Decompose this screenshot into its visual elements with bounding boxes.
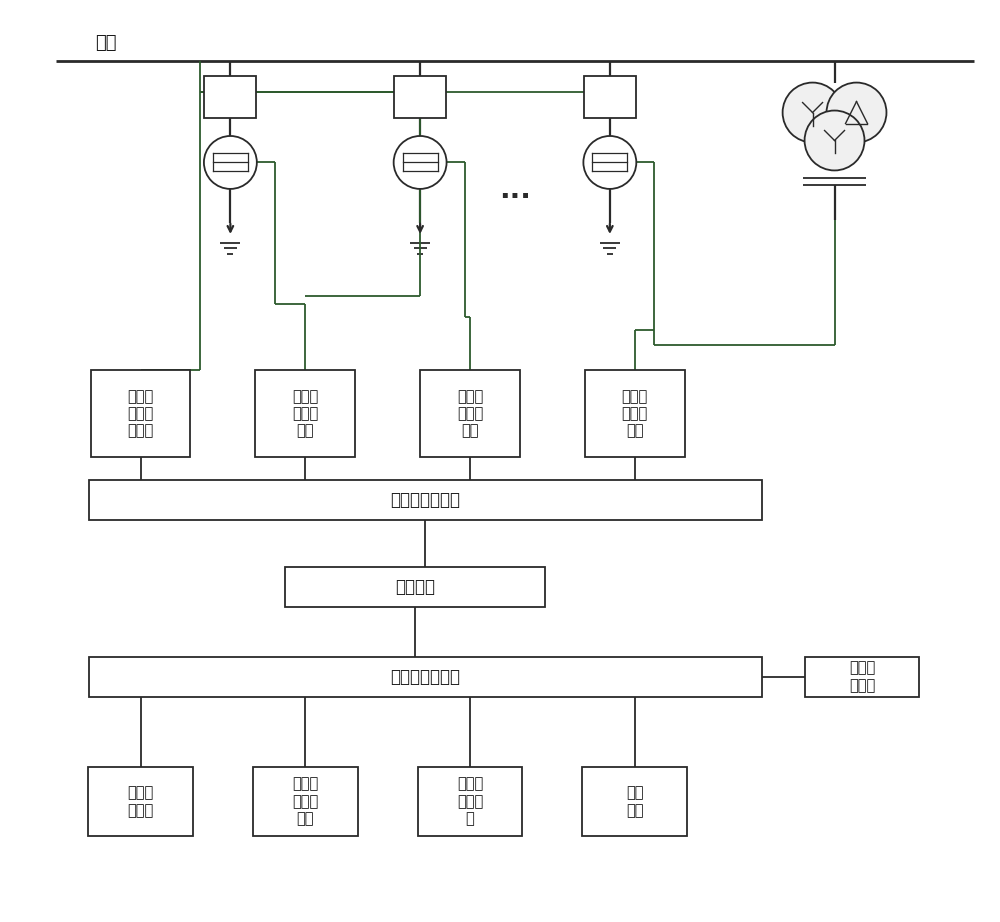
- Text: ···: ···: [499, 183, 531, 211]
- Text: 故障选
线模块: 故障选 线模块: [127, 786, 154, 818]
- Bar: [91, 370, 190, 457]
- Bar: [88, 766, 193, 836]
- Text: 输入输
出模块: 输入输 出模块: [849, 660, 875, 692]
- Bar: [285, 567, 545, 607]
- Text: 前置主机处理器: 前置主机处理器: [390, 491, 460, 509]
- Bar: [89, 656, 762, 697]
- Bar: [255, 370, 355, 457]
- Text: 存储
模块: 存储 模块: [626, 786, 644, 818]
- Circle shape: [204, 136, 257, 189]
- Bar: [585, 370, 685, 457]
- Text: 故障统
计分析
模块: 故障统 计分析 模块: [292, 776, 318, 826]
- Bar: [394, 76, 446, 117]
- Circle shape: [394, 136, 447, 189]
- Text: 分合闸
信号输
出模块: 分合闸 信号输 出模块: [127, 389, 154, 439]
- Bar: [582, 766, 687, 836]
- Bar: [418, 766, 522, 836]
- Text: 电流信
号采集
模块: 电流信 号采集 模块: [457, 389, 483, 439]
- Bar: [584, 76, 636, 117]
- Circle shape: [827, 83, 886, 143]
- Bar: [253, 766, 358, 836]
- Text: 电压信
号采集
模块: 电压信 号采集 模块: [622, 389, 648, 439]
- Bar: [420, 370, 520, 457]
- Text: 节点信
号采集
模块: 节点信 号采集 模块: [292, 389, 318, 439]
- Text: 通讯模块: 通讯模块: [395, 578, 435, 596]
- Bar: [89, 480, 762, 520]
- Text: 监控主机处理器: 监控主机处理器: [390, 668, 460, 686]
- Circle shape: [783, 83, 843, 143]
- Text: 分合闸
控制模
块: 分合闸 控制模 块: [457, 776, 483, 826]
- Text: 每线: 每线: [95, 33, 116, 52]
- Bar: [805, 656, 919, 697]
- Bar: [204, 76, 256, 117]
- Circle shape: [583, 136, 636, 189]
- Circle shape: [805, 111, 864, 171]
